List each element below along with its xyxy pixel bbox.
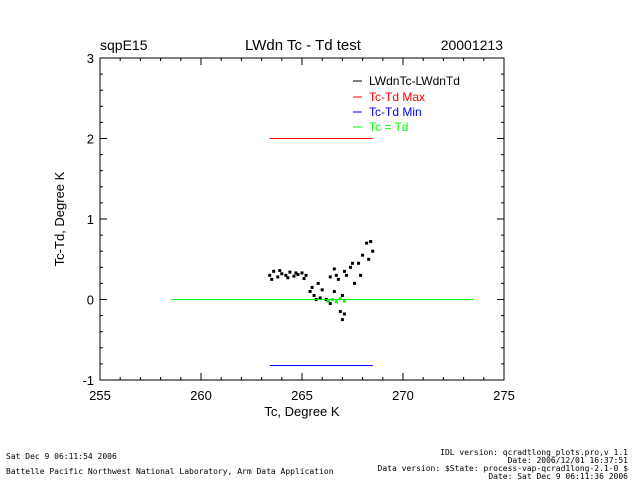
data-point bbox=[300, 271, 304, 275]
data-point bbox=[338, 310, 342, 314]
footer-left-line1: Sat Dec 9 06:11:54 2006 bbox=[6, 452, 117, 461]
data-point bbox=[280, 272, 284, 276]
data-point bbox=[272, 269, 276, 273]
x-tick-label: 255 bbox=[89, 388, 111, 403]
x-axis-label: Tc, Degree K bbox=[264, 404, 339, 419]
x-tick-label: 270 bbox=[392, 388, 414, 403]
data-point bbox=[288, 270, 292, 274]
y-tick-label: 2 bbox=[87, 132, 94, 147]
data-point bbox=[351, 261, 354, 265]
data-point bbox=[371, 249, 375, 253]
legend-label-min: Tc-Td Min bbox=[369, 105, 422, 119]
data-point bbox=[357, 261, 361, 265]
data-point bbox=[361, 253, 365, 257]
data-point bbox=[296, 273, 300, 277]
data-point bbox=[326, 299, 330, 303]
data-point bbox=[342, 312, 346, 316]
chart-title: LWdn Tc - Td test bbox=[245, 37, 362, 54]
y-tick-label: -1 bbox=[82, 373, 94, 388]
data-point bbox=[308, 289, 312, 293]
data-point bbox=[344, 273, 348, 277]
legend-label-equal: Tc = Td bbox=[369, 120, 408, 134]
data-point bbox=[310, 285, 314, 289]
data-point bbox=[328, 275, 332, 279]
data-point bbox=[268, 273, 272, 277]
data-point bbox=[334, 273, 338, 277]
data-point bbox=[316, 281, 320, 285]
footer-right-line4: Date: Sat Dec 9 06:11:36 2006 bbox=[488, 472, 628, 481]
data-point bbox=[340, 318, 344, 322]
x-tick-label: 265 bbox=[291, 388, 313, 403]
data-point bbox=[367, 257, 371, 261]
data-point bbox=[270, 277, 274, 281]
data-point bbox=[353, 281, 357, 285]
y-axis-label: Tc-Td, Degree K bbox=[52, 171, 67, 266]
tick-group: 255 260 265 270 275 -1 0 1 2 3 bbox=[82, 51, 514, 403]
data-point bbox=[284, 273, 288, 277]
x-tick-label: 260 bbox=[190, 388, 212, 403]
data-point bbox=[294, 271, 298, 275]
data-point bbox=[328, 302, 332, 306]
data-point bbox=[332, 289, 336, 293]
data-point bbox=[276, 275, 280, 279]
data-point bbox=[278, 269, 282, 273]
footer-right-line2: Date: 2006/12/01 16:37:51 bbox=[507, 456, 628, 465]
data-point bbox=[286, 276, 290, 280]
data-point bbox=[342, 269, 346, 273]
legend-label-lwdn: LWdnTc-LWdnTd bbox=[369, 74, 460, 88]
site-label: sqpE15 bbox=[100, 37, 148, 53]
data-point bbox=[318, 296, 322, 300]
data-point bbox=[334, 300, 338, 304]
footer-left-line2: Battelle Pacific Northwest National Labo… bbox=[6, 467, 334, 476]
data-point bbox=[369, 240, 373, 244]
data-point bbox=[348, 265, 352, 269]
marks-group bbox=[170, 138, 474, 367]
data-point bbox=[320, 288, 324, 292]
data-point bbox=[302, 277, 306, 281]
data-point bbox=[312, 293, 316, 297]
data-point bbox=[338, 297, 342, 301]
x-tick-label: 275 bbox=[493, 388, 515, 403]
plot-frame bbox=[99, 57, 505, 381]
data-point bbox=[292, 274, 296, 278]
footer-right-line3: Data version: $State: process-vap-qcrad1… bbox=[377, 464, 628, 473]
y-tick-label: 3 bbox=[87, 51, 94, 66]
legend: LWdnTc-LWdnTd Tc-Td Max Tc-Td Min Tc = T… bbox=[353, 74, 460, 134]
data-point bbox=[340, 293, 344, 297]
footer-right-line1: IDL version: qcradtlong_plots.pro,v 1.1 bbox=[440, 448, 628, 457]
y-tick-label: 0 bbox=[87, 293, 94, 308]
legend-label-max: Tc-Td Max bbox=[369, 90, 425, 104]
data-point bbox=[359, 273, 363, 277]
data-point bbox=[365, 241, 369, 245]
data-point bbox=[342, 299, 346, 303]
data-point bbox=[304, 273, 308, 277]
y-tick-label: 1 bbox=[87, 212, 94, 227]
data-point bbox=[332, 267, 336, 271]
data-point bbox=[336, 277, 340, 281]
date-label: 20001213 bbox=[441, 37, 504, 53]
